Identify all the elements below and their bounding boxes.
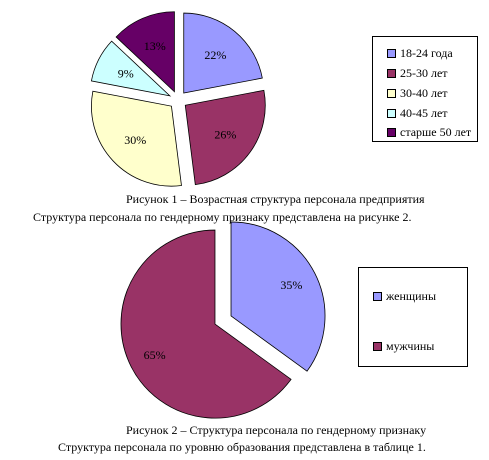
paragraph-2: Структура персонала по уровню образовани… xyxy=(58,440,426,454)
legend-item-gender-1: мужчины xyxy=(373,339,434,354)
age-pie-slice-1 xyxy=(184,89,266,186)
age-legend: 18-24 года 25-30 лет 30-40 лет 40-45 лет… xyxy=(372,36,478,142)
legend-item-age-0: 18-24 года xyxy=(387,46,453,61)
gender-legend: женщины мужчины xyxy=(358,267,468,367)
legend-swatch xyxy=(387,109,396,118)
legend-label: 40-45 лет xyxy=(400,106,448,120)
paragraph-1: Структура персонала по гендерному призна… xyxy=(33,210,412,224)
gender-pie-data-label-0: 35% xyxy=(280,278,302,292)
legend-item-age-1: 25-30 лет xyxy=(387,66,448,81)
age-pie-slice-2 xyxy=(91,90,182,187)
age-pie-slice-0 xyxy=(183,12,263,94)
figure-1-caption: Рисунок 1 – Возрастная структура персона… xyxy=(126,192,425,206)
age-pie-data-label-2: 30% xyxy=(124,133,146,147)
legend-label: 25-30 лет xyxy=(400,66,448,80)
gender-pie-slice-0 xyxy=(230,221,326,372)
legend-swatch xyxy=(387,89,396,98)
age-pie-slice-4 xyxy=(115,11,175,93)
legend-swatch xyxy=(387,49,396,58)
age-pie-slice-3 xyxy=(90,40,172,97)
legend-label: старше 50 лет xyxy=(400,125,472,139)
gender-pie-data-label-1: 65% xyxy=(144,348,166,362)
legend-item-age-2: 30-40 лет xyxy=(387,86,448,101)
legend-item-gender-0: женщины xyxy=(373,289,436,304)
figure-2-caption: Рисунок 2 – Структура персонала по генде… xyxy=(126,423,427,437)
age-pie-data-label-3: 9% xyxy=(118,66,134,80)
legend-label: 18-24 года xyxy=(400,46,453,60)
age-pie-data-label-4: 13% xyxy=(144,39,166,53)
gender-pie-slice-1 xyxy=(120,229,292,419)
legend-swatch xyxy=(373,292,382,301)
legend-swatch xyxy=(387,69,396,78)
legend-item-age-4: старше 50 лет xyxy=(387,125,471,140)
legend-swatch xyxy=(373,342,382,351)
age-pie-data-label-0: 22% xyxy=(204,48,226,62)
legend-label: мужчины xyxy=(386,339,435,353)
legend-item-age-3: 40-45 лет xyxy=(387,106,448,121)
legend-swatch xyxy=(387,128,396,137)
legend-label: женщины xyxy=(386,289,437,303)
legend-label: 30-40 лет xyxy=(400,86,448,100)
age-pie-data-label-1: 26% xyxy=(214,127,236,141)
